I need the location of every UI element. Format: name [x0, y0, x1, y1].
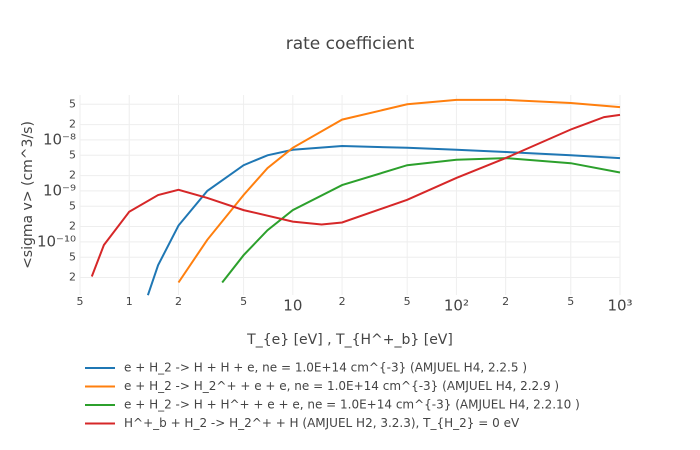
- x-tick-label: 5: [240, 295, 247, 308]
- y-tick-label: 5: [69, 199, 76, 212]
- x-tick-label: 10³: [607, 297, 632, 315]
- legend-label: e + H_2 -> H + H + e, ne = 1.0E+14 cm^{-…: [124, 361, 527, 375]
- x-tick-label: 10²: [444, 297, 469, 315]
- x-tick-label: 2: [339, 295, 346, 308]
- legend-label: e + H_2 -> H + H^+ + e + e, ne = 1.0E+14…: [124, 398, 580, 412]
- x-tick-label: 1: [126, 295, 133, 308]
- x-tick-label: 2: [175, 295, 182, 308]
- y-axis-title: <sigma v> (cm^3/s): [20, 121, 36, 269]
- y-tick-label: 5: [69, 250, 76, 263]
- x-tick-label: 5: [567, 295, 574, 308]
- y-tick-label: 2: [69, 169, 76, 182]
- y-tick-label: 10⁻¹⁰: [37, 232, 76, 250]
- x-tick-label: 10: [283, 297, 302, 315]
- y-tick-label: 5: [69, 97, 76, 110]
- x-tick-label: 5: [77, 295, 84, 308]
- x-tick-label: 2: [502, 295, 509, 308]
- y-tick-label: 10⁻⁹: [43, 181, 76, 199]
- y-tick-label: 2: [69, 220, 76, 233]
- x-axis-title: T_{e} [eV] , T_{H^+_b} [eV]: [246, 332, 453, 348]
- y-tick-label: 2: [69, 271, 76, 284]
- x-tick-label: 5: [404, 295, 411, 308]
- chart-title: rate coefficient: [286, 34, 415, 54]
- y-tick-label: 10⁻⁸: [43, 130, 76, 148]
- y-tick-label: 2: [69, 118, 76, 131]
- series-line: [90, 113, 621, 277]
- series-line: [146, 144, 621, 296]
- legend-label: H^+_b + H_2 -> H_2^+ + H (AMJUEL H2, 3.2…: [124, 416, 520, 430]
- series-line: [177, 98, 621, 284]
- series-line: [221, 157, 621, 284]
- legend-label: e + H_2 -> H_2^+ + e + e, ne = 1.0E+14 c…: [124, 379, 559, 393]
- y-tick-label: 5: [69, 148, 76, 161]
